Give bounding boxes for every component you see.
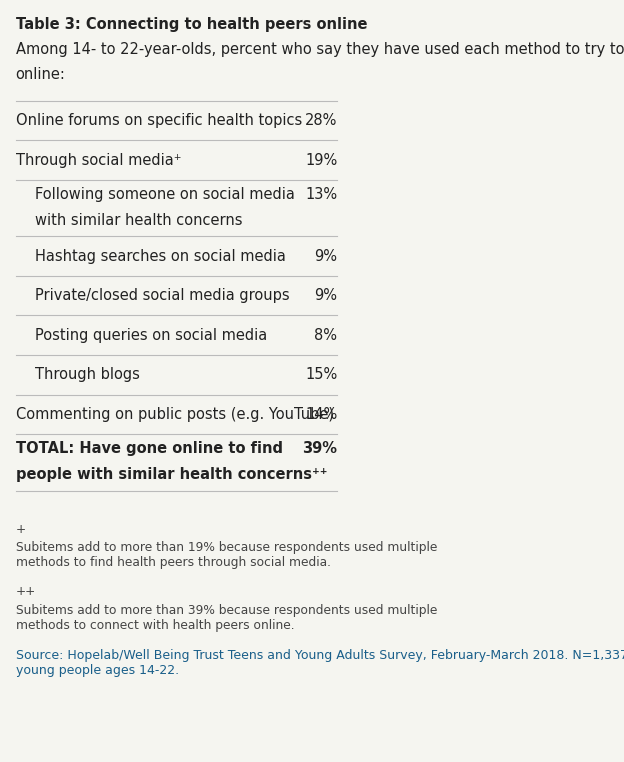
Text: Commenting on public posts (e.g. YouTube): Commenting on public posts (e.g. YouTube… bbox=[16, 407, 334, 422]
Text: Through blogs: Through blogs bbox=[35, 367, 140, 383]
Text: 15%: 15% bbox=[305, 367, 338, 383]
Text: 28%: 28% bbox=[305, 113, 338, 128]
Text: Hashtag searches on social media: Hashtag searches on social media bbox=[35, 248, 286, 264]
Text: with similar health concerns: with similar health concerns bbox=[35, 213, 242, 228]
Text: TOTAL: Have gone online to find: TOTAL: Have gone online to find bbox=[16, 441, 283, 456]
Text: Among 14- to 22-year-olds, percent who say they have used each method to try to : Among 14- to 22-year-olds, percent who s… bbox=[16, 42, 624, 57]
Text: Private/closed social media groups: Private/closed social media groups bbox=[35, 288, 290, 303]
Text: +: + bbox=[16, 523, 26, 536]
Text: 14%: 14% bbox=[305, 407, 338, 422]
Text: Subitems add to more than 39% because respondents used multiple
methods to conne: Subitems add to more than 39% because re… bbox=[16, 604, 437, 632]
Text: 8%: 8% bbox=[314, 328, 338, 343]
Text: Table 3: Connecting to health peers online: Table 3: Connecting to health peers onli… bbox=[16, 17, 367, 32]
Text: 9%: 9% bbox=[314, 288, 338, 303]
Text: Posting queries on social media: Posting queries on social media bbox=[35, 328, 267, 343]
Text: Through social media⁺: Through social media⁺ bbox=[16, 152, 181, 168]
Text: online:: online: bbox=[16, 67, 66, 82]
Text: ++: ++ bbox=[16, 585, 36, 598]
Text: 39%: 39% bbox=[303, 441, 338, 456]
Text: Source: Hopelab/Well Being Trust Teens and Young Adults Survey, February-March 2: Source: Hopelab/Well Being Trust Teens a… bbox=[16, 649, 624, 677]
Text: Online forums on specific health topics: Online forums on specific health topics bbox=[16, 113, 302, 128]
Text: 13%: 13% bbox=[305, 187, 338, 202]
Text: Subitems add to more than 19% because respondents used multiple
methods to find : Subitems add to more than 19% because re… bbox=[16, 541, 437, 569]
Text: 19%: 19% bbox=[305, 152, 338, 168]
Text: people with similar health concerns⁺⁺: people with similar health concerns⁺⁺ bbox=[16, 467, 327, 482]
Text: 9%: 9% bbox=[314, 248, 338, 264]
Text: Following someone on social media: Following someone on social media bbox=[35, 187, 295, 202]
